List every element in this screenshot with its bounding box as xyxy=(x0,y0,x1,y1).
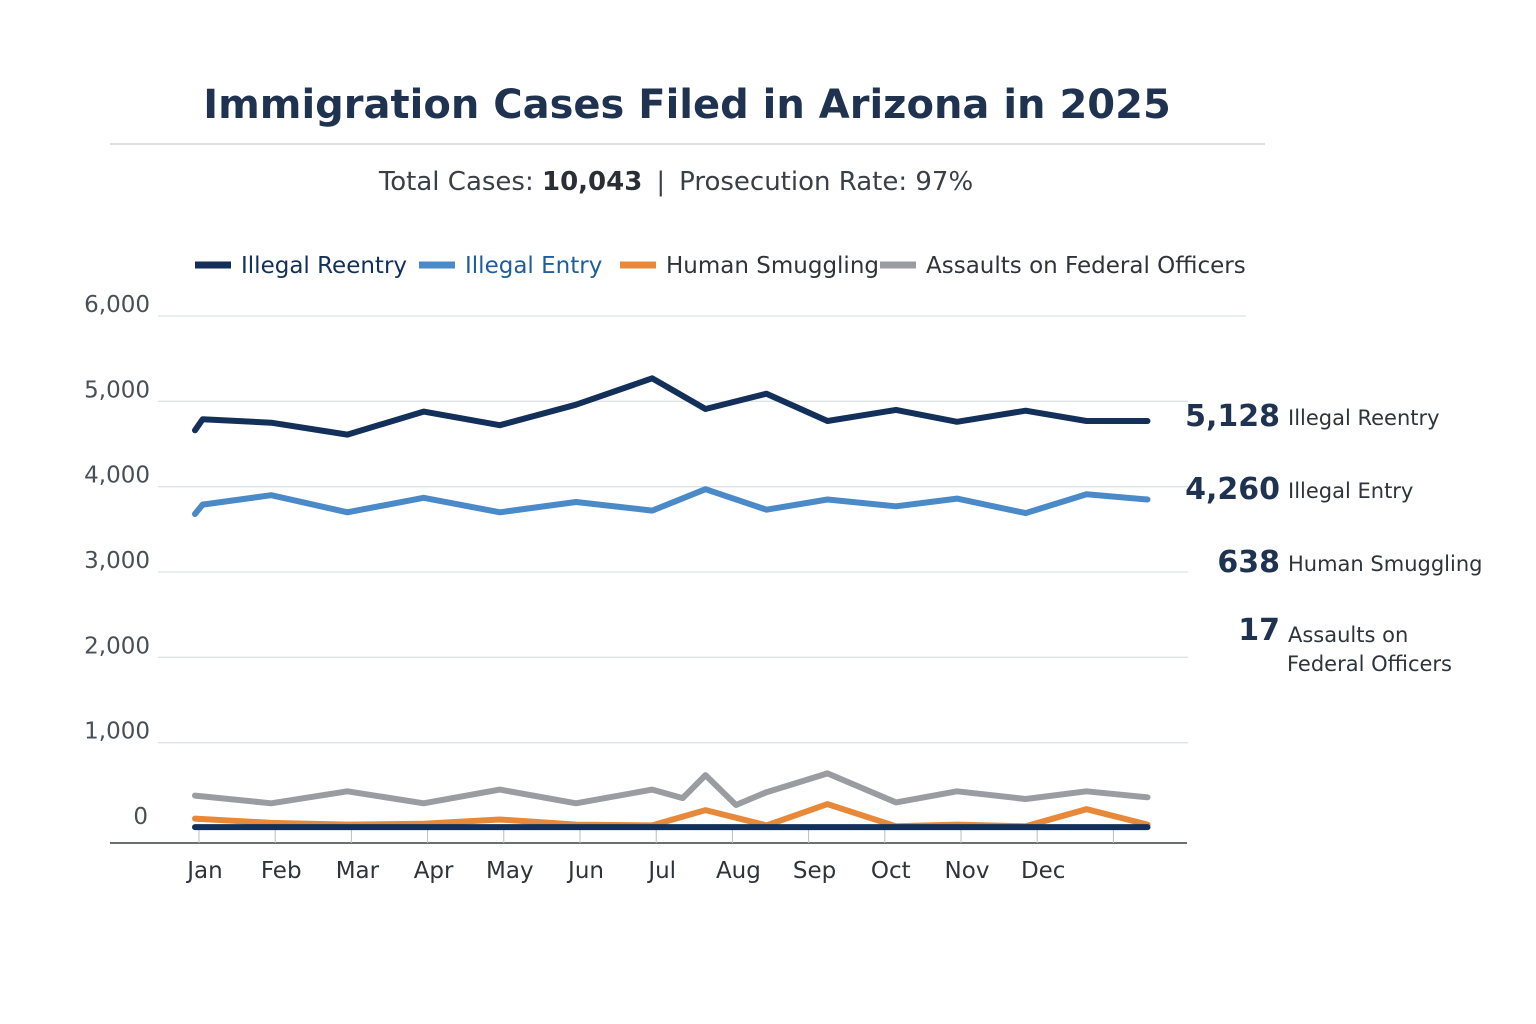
chart-title: Immigration Cases Filed in Arizona in 20… xyxy=(203,82,1171,128)
x-tick-label-sep: Sep xyxy=(793,858,836,884)
total-cases-value: 10,043 xyxy=(542,167,642,197)
legend-label: Assaults on Federal Officers xyxy=(926,253,1246,279)
y-tick-label: 1,000 xyxy=(84,719,150,745)
annotation-label: Human Smuggling xyxy=(1288,552,1482,576)
series-line-illegal-entry xyxy=(192,486,1151,517)
y-tick-label: 0 xyxy=(133,804,148,830)
annotation-assaults-on-federal-officers: 17 Assaults on Federal Officers xyxy=(1238,613,1452,676)
annotation-label-line1: Assaults on xyxy=(1288,623,1408,647)
annotation-human-smuggling: 638 Human Smuggling xyxy=(1217,545,1482,580)
annotation-value: 4,260 xyxy=(1185,472,1280,507)
legend-label: Illegal Reentry xyxy=(241,253,407,279)
x-tick-label-oct: Oct xyxy=(871,858,911,884)
x-tick-label-aug: Aug xyxy=(716,858,761,884)
y-tick-label: 4,000 xyxy=(84,463,150,489)
legend-label: Human Smuggling xyxy=(666,253,879,279)
series-line-assaults-on-federal-officers xyxy=(192,770,1151,808)
annotation-label: Illegal Entry xyxy=(1288,479,1413,503)
x-tick-label-jul: Jul xyxy=(646,858,676,884)
y-tick-label: 5,000 xyxy=(84,377,150,403)
x-tick-label-apr: Apr xyxy=(414,858,454,884)
y-tick-label: 3,000 xyxy=(84,548,150,574)
legend-item-human-smuggling: Human Smuggling xyxy=(620,253,879,279)
x-tick-label-dec: Dec xyxy=(1021,858,1066,884)
legend: Illegal Reentry Illegal Entry Human Smuggl… xyxy=(195,253,1246,279)
y-tick-label: 6,000 xyxy=(84,292,150,318)
x-tick-label-jun: Jun xyxy=(566,858,604,884)
legend-label: Illegal Entry xyxy=(465,253,602,279)
end-value-annotations: 5,128 Illegal Reentry 4,260 Illegal Entry 63… xyxy=(1185,399,1482,676)
annotation-illegal-reentry: 5,128 Illegal Reentry xyxy=(1185,399,1440,434)
series-lines xyxy=(192,375,1151,831)
x-axis: Jan Feb Mar Apr May Jun Jul Aug Sep Oct Nov Dec xyxy=(110,828,1187,884)
y-axis-ticks: 0 1,000 2,000 3,000 4,000 5,000 6,000 xyxy=(84,292,150,830)
annotation-illegal-entry: 4,260 Illegal Entry xyxy=(1185,472,1413,507)
annotation-value: 5,128 xyxy=(1185,399,1280,434)
annotation-value: 17 xyxy=(1238,613,1280,648)
annotation-label-line2: Federal Officers xyxy=(1287,652,1452,676)
x-tick-label-nov: Nov xyxy=(945,858,990,884)
x-tick-label-jan: Jan xyxy=(185,858,222,884)
gridlines xyxy=(158,315,1246,744)
legend-item-assaults-on-federal-officers: Assaults on Federal Officers xyxy=(880,253,1246,279)
annotation-value: 638 xyxy=(1217,545,1280,580)
chart-subtitle: Total Cases: 10,043 | Prosecution Rate: 97… xyxy=(378,167,973,197)
series-line-illegal-reentry xyxy=(192,375,1151,438)
subtitle-separator: | xyxy=(656,167,665,197)
series-line-human-smuggling xyxy=(192,801,1151,830)
x-tick-label-feb: Feb xyxy=(261,858,302,884)
prosecution-rate: Prosecution Rate: 97% xyxy=(679,167,973,197)
total-cases-label: Total Cases: xyxy=(378,167,542,197)
legend-item-illegal-entry: Illegal Entry xyxy=(419,253,602,279)
annotation-label: Illegal Reentry xyxy=(1288,406,1440,430)
legend-item-illegal-reentry: Illegal Reentry xyxy=(195,253,407,279)
y-tick-label: 2,000 xyxy=(84,633,150,659)
x-tick-label-mar: Mar xyxy=(336,858,380,884)
x-tick-label-may: May xyxy=(486,858,534,884)
